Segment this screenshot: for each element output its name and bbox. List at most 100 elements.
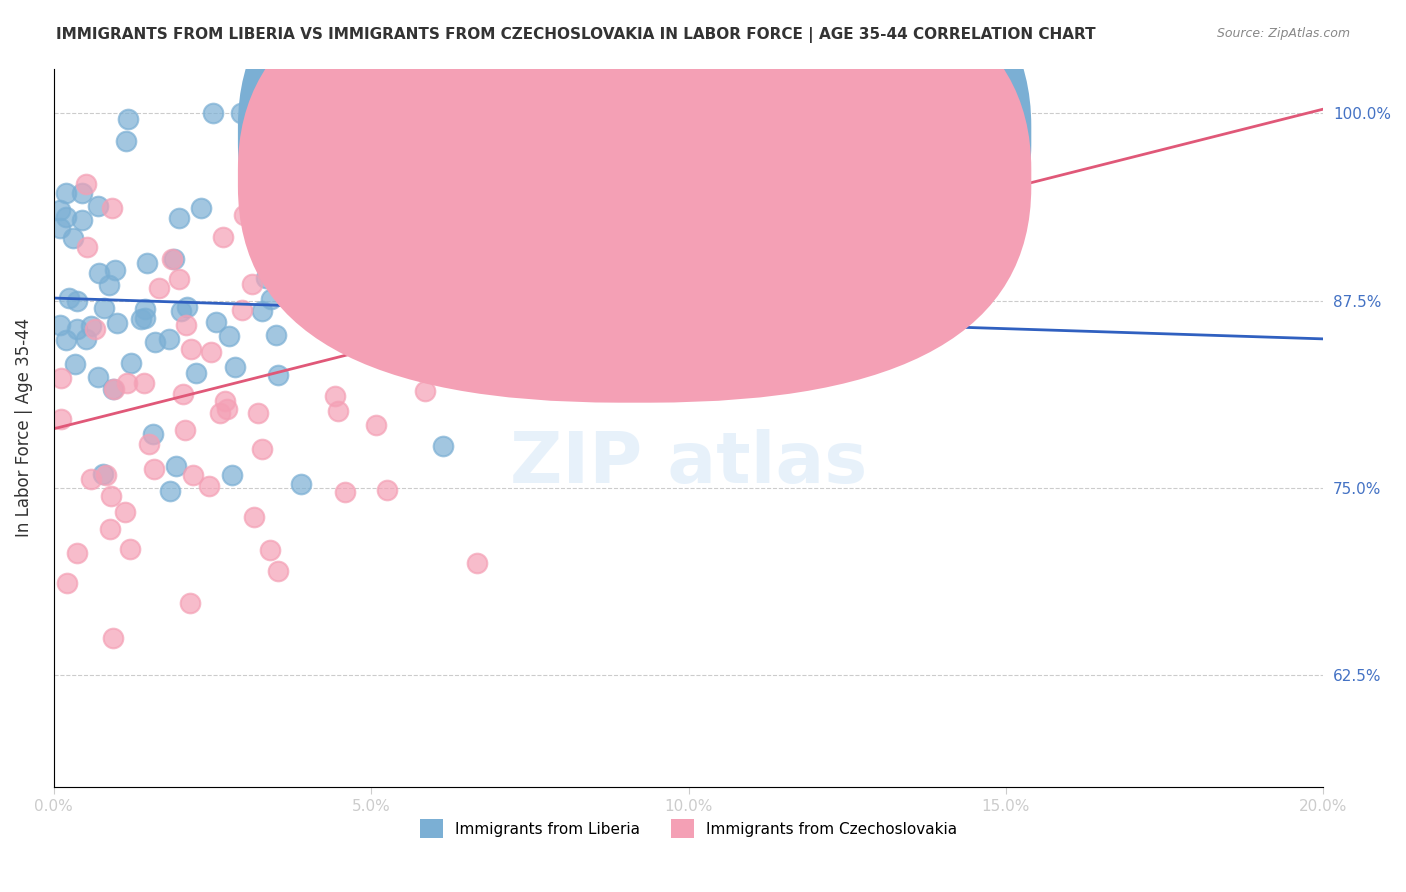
Point — [326, 404, 349, 418]
Point — [259, 542, 281, 557]
Point — [70, 186, 93, 200]
FancyBboxPatch shape — [600, 104, 980, 219]
Legend: Immigrants from Liberia, Immigrants from Czechoslovakia: Immigrants from Liberia, Immigrants from… — [413, 814, 963, 844]
Point — [231, 106, 253, 120]
Point — [180, 342, 202, 356]
Point — [101, 383, 124, 397]
Point — [190, 202, 212, 216]
Point — [138, 436, 160, 450]
Point — [120, 356, 142, 370]
Point — [375, 483, 398, 498]
Point — [198, 479, 221, 493]
Point — [66, 293, 89, 308]
Point — [250, 303, 273, 318]
Point — [49, 412, 72, 426]
Point — [118, 541, 141, 556]
Point — [181, 467, 204, 482]
Point — [93, 301, 115, 315]
Point — [66, 546, 89, 560]
Point — [295, 145, 318, 160]
Point — [405, 222, 427, 236]
Point — [157, 332, 180, 346]
Point — [66, 322, 89, 336]
Point — [186, 366, 208, 380]
Point — [247, 407, 270, 421]
Point — [115, 376, 138, 390]
Point — [172, 386, 194, 401]
Point — [97, 278, 120, 293]
Text: R = -0.086   N = 62: R = -0.086 N = 62 — [626, 126, 785, 141]
Point — [63, 357, 86, 371]
Point — [290, 477, 312, 491]
Point — [391, 276, 413, 290]
Point — [208, 406, 231, 420]
Text: IMMIGRANTS FROM LIBERIA VS IMMIGRANTS FROM CZECHOSLOVAKIA IN LABOR FORCE | AGE 3: IMMIGRANTS FROM LIBERIA VS IMMIGRANTS FR… — [56, 27, 1095, 43]
Point — [89, 266, 111, 280]
Point — [339, 293, 361, 307]
Point — [221, 468, 243, 483]
Point — [176, 300, 198, 314]
Point — [87, 370, 110, 384]
Point — [211, 229, 233, 244]
Point — [55, 186, 77, 201]
Point — [170, 303, 193, 318]
Point — [134, 301, 156, 316]
Point — [94, 468, 117, 483]
Point — [336, 277, 359, 292]
Point — [165, 459, 187, 474]
Point — [103, 382, 125, 396]
Point — [214, 394, 236, 409]
Point — [56, 575, 79, 590]
Point — [217, 402, 239, 417]
Point — [167, 272, 190, 286]
Point — [174, 423, 197, 437]
Point — [200, 345, 222, 359]
Point — [322, 252, 344, 267]
Point — [267, 368, 290, 382]
Point — [260, 292, 283, 306]
Point — [612, 295, 634, 310]
Point — [55, 210, 77, 224]
Point — [148, 281, 170, 295]
Point — [465, 556, 488, 570]
Point — [91, 467, 114, 481]
Point — [353, 232, 375, 246]
Point — [333, 484, 356, 499]
Point — [205, 316, 228, 330]
Point — [413, 384, 436, 399]
Point — [86, 199, 108, 213]
Text: R =  0.3   N = 61: R = 0.3 N = 61 — [626, 172, 765, 187]
Point — [600, 109, 623, 123]
Point — [231, 303, 253, 318]
Point — [201, 106, 224, 120]
FancyBboxPatch shape — [238, 0, 1032, 402]
Point — [176, 318, 198, 333]
Point — [364, 418, 387, 433]
Point — [80, 472, 103, 486]
Text: ZIP atlas: ZIP atlas — [510, 429, 868, 499]
Point — [105, 316, 128, 330]
Point — [134, 311, 156, 326]
Point — [76, 240, 98, 254]
Point — [100, 489, 122, 503]
Point — [49, 203, 72, 218]
Point — [218, 329, 240, 343]
Point — [254, 271, 277, 285]
Point — [264, 328, 287, 343]
Point — [142, 426, 165, 441]
Point — [75, 332, 97, 346]
Point — [79, 318, 101, 333]
Point — [143, 334, 166, 349]
FancyBboxPatch shape — [238, 0, 1032, 359]
Point — [142, 462, 165, 476]
Y-axis label: In Labor Force | Age 35-44: In Labor Force | Age 35-44 — [15, 318, 32, 537]
Point — [432, 439, 454, 453]
Point — [131, 311, 153, 326]
Point — [330, 235, 353, 250]
Point — [103, 631, 125, 645]
Point — [243, 509, 266, 524]
Point — [115, 134, 138, 148]
Point — [49, 318, 72, 332]
Point — [323, 388, 346, 402]
Point — [83, 321, 105, 335]
